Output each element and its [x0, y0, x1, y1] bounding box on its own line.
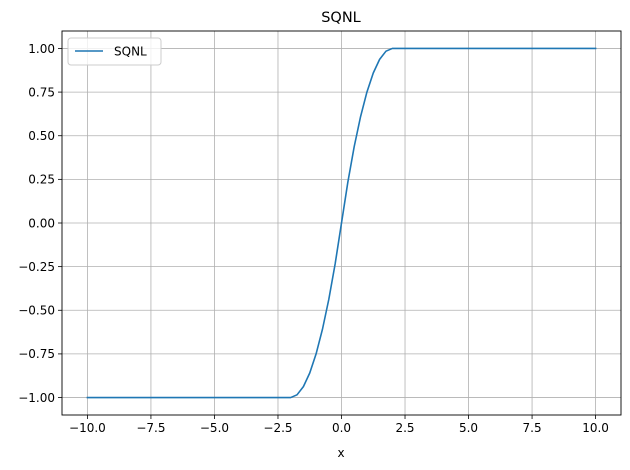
y-tick-label: −1.00 — [18, 391, 55, 405]
legend-label-sqnl: SQNL — [114, 45, 147, 59]
x-axis-label: x — [337, 446, 344, 460]
x-tick-label: 0.0 — [332, 421, 351, 435]
x-tick-label: 7.5 — [523, 421, 542, 435]
x-tick-label: −7.5 — [136, 421, 165, 435]
y-tick-label: −0.25 — [18, 260, 55, 274]
y-tick-label: −0.50 — [18, 304, 55, 318]
legend-box — [67, 37, 162, 66]
x-tick-label: −10.0 — [69, 421, 106, 435]
y-tick-label: 1.00 — [28, 42, 55, 56]
ticks: −10.0 −7.5 −5.0 −2.5 0.0 2.5 5.0 7.5 10.0 −1.00 −0… — [18, 42, 609, 435]
x-tick-label: 10.0 — [582, 421, 609, 435]
x-tick-label: 5.0 — [459, 421, 478, 435]
y-tick-label: 0.75 — [28, 85, 55, 99]
chart-title: SQNL — [321, 10, 361, 26]
y-tick-label: 0.00 — [28, 216, 55, 230]
y-tick-label: −0.75 — [18, 347, 55, 361]
series-line-sqnl — [86, 47, 597, 399]
series-layer — [86, 47, 597, 399]
y-tick-label: 0.25 — [28, 173, 55, 187]
y-tick-label: 0.50 — [28, 129, 55, 143]
x-tick-label: −5.0 — [200, 421, 229, 435]
x-tick-label: −2.5 — [263, 421, 292, 435]
legend: SQNL — [67, 37, 162, 66]
x-tick-label: 2.5 — [395, 421, 414, 435]
